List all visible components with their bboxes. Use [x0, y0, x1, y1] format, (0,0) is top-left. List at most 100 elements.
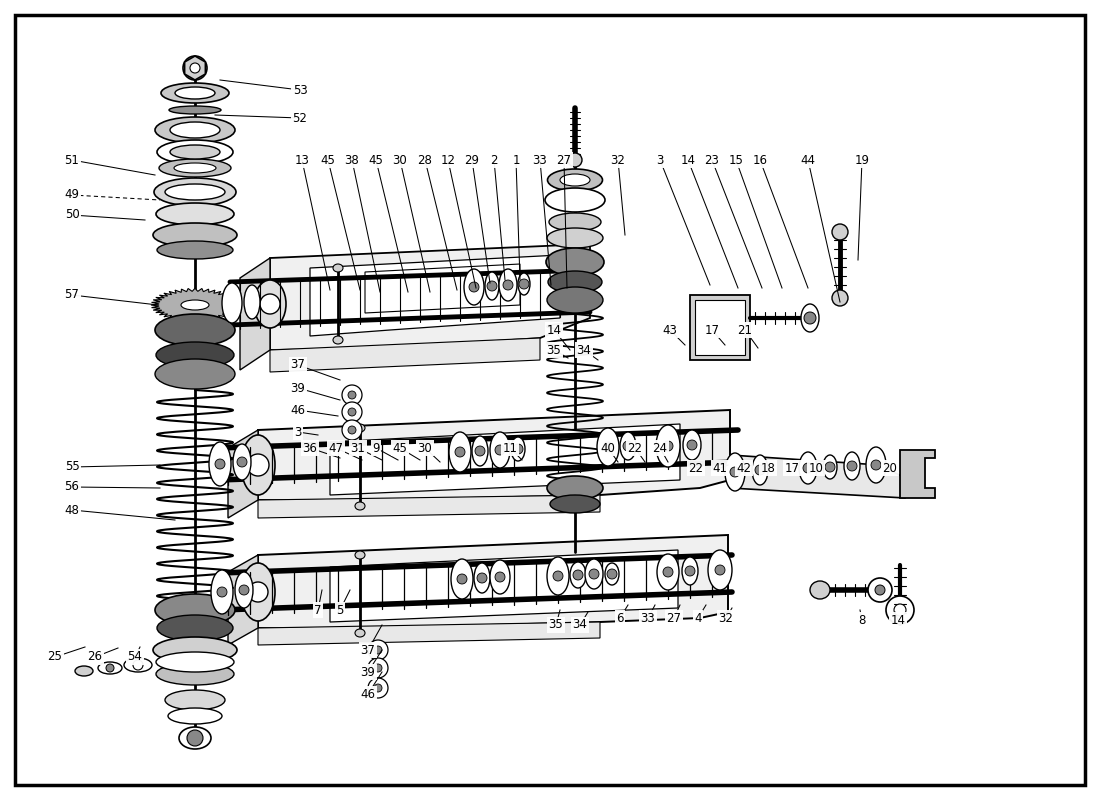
- Ellipse shape: [170, 122, 220, 138]
- Ellipse shape: [866, 447, 886, 483]
- Text: 31: 31: [351, 442, 365, 454]
- Ellipse shape: [333, 264, 343, 272]
- Circle shape: [874, 585, 886, 595]
- Ellipse shape: [490, 560, 510, 594]
- Text: 40: 40: [601, 442, 615, 454]
- Circle shape: [755, 465, 764, 475]
- Ellipse shape: [546, 248, 604, 276]
- Text: 8: 8: [858, 614, 866, 626]
- Text: 5: 5: [337, 603, 343, 617]
- Polygon shape: [270, 244, 590, 350]
- Text: 55: 55: [65, 461, 79, 474]
- Circle shape: [368, 658, 388, 678]
- Text: 38: 38: [344, 154, 360, 166]
- Ellipse shape: [157, 615, 233, 641]
- Ellipse shape: [550, 495, 600, 513]
- Polygon shape: [228, 555, 258, 645]
- Text: 49: 49: [65, 189, 79, 202]
- Circle shape: [503, 280, 513, 290]
- Text: 27: 27: [557, 154, 572, 166]
- Ellipse shape: [474, 563, 490, 593]
- Text: 43: 43: [662, 323, 678, 337]
- Ellipse shape: [169, 106, 221, 114]
- Polygon shape: [330, 550, 678, 622]
- Ellipse shape: [547, 557, 569, 595]
- Circle shape: [495, 445, 505, 455]
- Text: 4: 4: [694, 611, 702, 625]
- Text: 22: 22: [689, 462, 704, 474]
- Ellipse shape: [547, 287, 603, 313]
- Circle shape: [568, 153, 582, 167]
- Bar: [690, 295, 750, 360]
- Polygon shape: [240, 258, 270, 370]
- Circle shape: [183, 56, 207, 80]
- Polygon shape: [258, 622, 600, 645]
- Bar: [695, 300, 745, 355]
- Ellipse shape: [544, 188, 605, 212]
- Ellipse shape: [155, 594, 235, 626]
- Circle shape: [894, 604, 906, 616]
- Ellipse shape: [179, 727, 211, 749]
- Ellipse shape: [549, 213, 601, 231]
- Text: 16: 16: [752, 154, 768, 166]
- Polygon shape: [330, 424, 680, 495]
- Circle shape: [886, 596, 914, 624]
- Text: 30: 30: [393, 154, 407, 166]
- Text: 45: 45: [368, 154, 384, 166]
- Ellipse shape: [175, 87, 214, 99]
- Text: 22: 22: [627, 442, 642, 454]
- Text: 26: 26: [88, 650, 102, 663]
- Text: 25: 25: [47, 650, 63, 663]
- Text: 18: 18: [760, 462, 775, 474]
- Circle shape: [871, 460, 881, 470]
- Text: 23: 23: [705, 154, 719, 166]
- Text: 11: 11: [503, 442, 517, 454]
- Ellipse shape: [548, 169, 603, 191]
- Text: 45: 45: [320, 154, 336, 166]
- Ellipse shape: [725, 453, 745, 491]
- Ellipse shape: [156, 342, 234, 368]
- Ellipse shape: [153, 223, 236, 247]
- Ellipse shape: [165, 184, 226, 200]
- Ellipse shape: [752, 455, 768, 485]
- Ellipse shape: [823, 455, 837, 479]
- Ellipse shape: [620, 432, 636, 460]
- Ellipse shape: [222, 283, 242, 323]
- Circle shape: [260, 294, 280, 314]
- Circle shape: [803, 463, 813, 473]
- Text: 57: 57: [65, 289, 79, 302]
- Circle shape: [469, 282, 478, 292]
- Ellipse shape: [156, 203, 234, 225]
- Text: 15: 15: [728, 154, 744, 166]
- Ellipse shape: [156, 663, 234, 685]
- Ellipse shape: [124, 658, 152, 672]
- Circle shape: [236, 457, 248, 467]
- Circle shape: [588, 569, 600, 579]
- Circle shape: [214, 459, 225, 469]
- Circle shape: [607, 569, 617, 579]
- Text: 1: 1: [513, 154, 519, 166]
- Ellipse shape: [98, 662, 122, 674]
- Circle shape: [804, 312, 816, 324]
- Ellipse shape: [518, 273, 530, 295]
- Text: 46: 46: [361, 687, 375, 701]
- Circle shape: [368, 640, 388, 660]
- Ellipse shape: [449, 432, 471, 472]
- Text: 51: 51: [65, 154, 79, 166]
- Polygon shape: [151, 288, 239, 322]
- Ellipse shape: [656, 425, 680, 467]
- Text: 14: 14: [891, 614, 905, 626]
- Circle shape: [663, 567, 673, 577]
- Text: 3: 3: [295, 426, 301, 438]
- Polygon shape: [258, 495, 600, 518]
- Text: 34: 34: [576, 343, 592, 357]
- Text: 32: 32: [718, 611, 734, 625]
- Circle shape: [715, 565, 725, 575]
- Circle shape: [239, 585, 249, 595]
- Polygon shape: [185, 56, 206, 80]
- Text: 9: 9: [372, 442, 379, 454]
- Polygon shape: [730, 455, 905, 498]
- Circle shape: [342, 385, 362, 405]
- Ellipse shape: [355, 424, 365, 432]
- Circle shape: [663, 441, 673, 451]
